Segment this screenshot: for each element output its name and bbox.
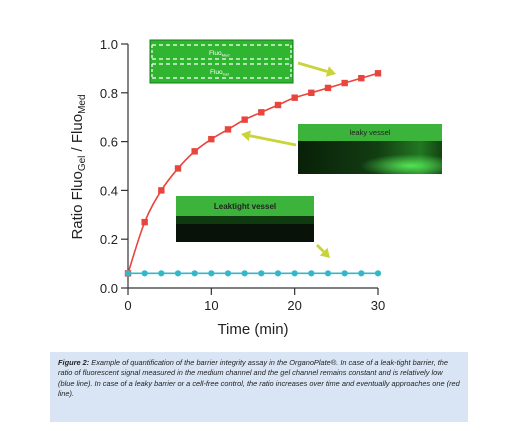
x-tick-label: 0 <box>124 298 131 313</box>
y-tick-label: 0.2 <box>100 232 118 247</box>
series-layer <box>124 70 382 277</box>
y-tick-label: 1.0 <box>100 37 118 52</box>
y-tick-label: 0.6 <box>100 135 118 150</box>
series-point <box>208 270 215 277</box>
series-point <box>208 135 215 143</box>
inset-label-fluo-med: FluoMed <box>209 50 229 58</box>
series-line-1 <box>127 72 379 274</box>
series-point <box>341 79 348 87</box>
arrows <box>241 61 336 258</box>
series-point <box>324 270 332 277</box>
series-point <box>258 270 265 277</box>
series-point <box>308 270 315 277</box>
leaky-vessel-label: leaky vessel <box>350 128 391 137</box>
series-point <box>324 84 332 92</box>
x-tick-label: 20 <box>287 298 301 313</box>
arrow-to-blue-line <box>316 244 330 258</box>
series-point <box>258 109 265 116</box>
series-point <box>274 270 282 277</box>
y-axis-label-sep: / Fluo <box>69 114 86 156</box>
series-point <box>274 101 282 109</box>
y-tick-label: 0.4 <box>100 183 118 198</box>
x-tick-label: 30 <box>371 298 385 313</box>
x-ticks: 0 10 20 30 <box>124 288 385 313</box>
series-point <box>224 126 232 133</box>
x-tick-label: 10 <box>204 298 218 313</box>
series-point <box>291 270 298 277</box>
series-point <box>141 218 148 226</box>
y-axis-label-sub-gel: Gel <box>77 156 88 172</box>
inset-channels-image: FluoMed FluoGel <box>149 39 294 84</box>
series-point <box>308 89 315 96</box>
caption-title: Figure 2: <box>58 358 90 367</box>
y-axis-label-sub-med: Med <box>77 94 88 113</box>
caption-text: Example of quantification of the barrier… <box>58 358 460 399</box>
series-point <box>158 187 165 194</box>
series-point <box>224 270 232 277</box>
y-tick-label: 0.8 <box>100 86 118 101</box>
series-point <box>191 270 198 277</box>
arrow-to-leaky-curve <box>241 130 297 147</box>
series-point <box>358 270 365 277</box>
y-axis-label: Ratio FluoGel / FluoMed <box>69 94 88 239</box>
series-point <box>191 148 198 155</box>
series-point <box>174 270 182 277</box>
x-axis-label: Time (min) <box>217 321 288 338</box>
series-point <box>358 74 365 82</box>
figure-caption: Figure 2: Example of quantification of t… <box>50 352 468 422</box>
inset-leaktight-vessel-image: Leaktight vessel <box>176 196 314 242</box>
y-axis-label-main: Ratio Fluo <box>69 171 86 239</box>
series-point <box>374 270 382 277</box>
series-point <box>374 70 382 77</box>
series-point <box>141 270 148 277</box>
y-tick-label: 0.0 <box>100 281 118 296</box>
leaktight-vessel-label: Leaktight vessel <box>214 202 276 211</box>
series-point <box>174 165 182 172</box>
inset-label-fluo-gel: FluoGel <box>210 69 229 77</box>
inset-leaky-vessel-image: leaky vessel <box>298 124 442 174</box>
series-point <box>158 270 165 277</box>
series-point <box>291 94 298 101</box>
y-ticks: 0.0 0.2 0.4 0.6 0.8 1.0 <box>100 37 128 296</box>
series-point <box>241 116 248 123</box>
series-point <box>241 270 248 277</box>
chart: 0.0 0.2 0.4 0.6 0.8 1.0 0 10 20 30 Time (min) Ra… <box>69 37 442 338</box>
arrow-to-red-curve <box>297 61 336 77</box>
series-point <box>341 270 348 277</box>
series-point <box>124 270 132 277</box>
